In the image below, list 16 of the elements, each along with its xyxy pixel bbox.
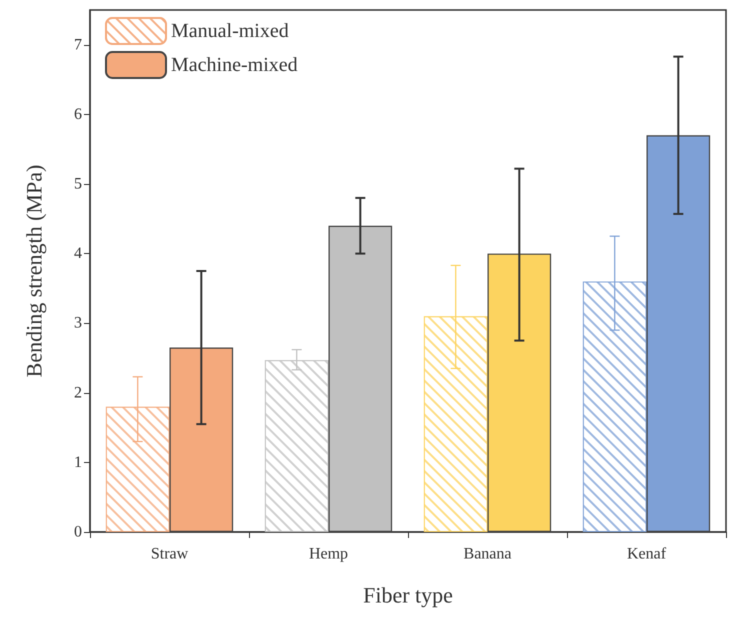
legend-label: Machine-mixed	[171, 54, 298, 76]
x-tick-label: Kenaf	[626, 546, 667, 562]
x-tick-label: Banana	[464, 546, 512, 562]
legend-label: Manual-mixed	[171, 20, 289, 42]
y-axis-title: Bending strength (MPa)	[22, 164, 46, 378]
x-tick-label: Straw	[150, 546, 189, 562]
y-tick-label: 1	[74, 454, 82, 471]
x-axis-title: Fiber type	[363, 582, 453, 608]
y-tick-label: 2	[74, 384, 82, 402]
y-tick-label: 0	[74, 524, 82, 540]
y-tick-label: 5	[74, 176, 82, 192]
x-tick-label: Hemp	[308, 546, 348, 562]
y-tick-label: 3	[74, 314, 82, 332]
y-tick-label: 4	[74, 245, 82, 262]
y-tick-label: 6	[74, 106, 82, 123]
y-tick-label: 7	[74, 36, 82, 54]
